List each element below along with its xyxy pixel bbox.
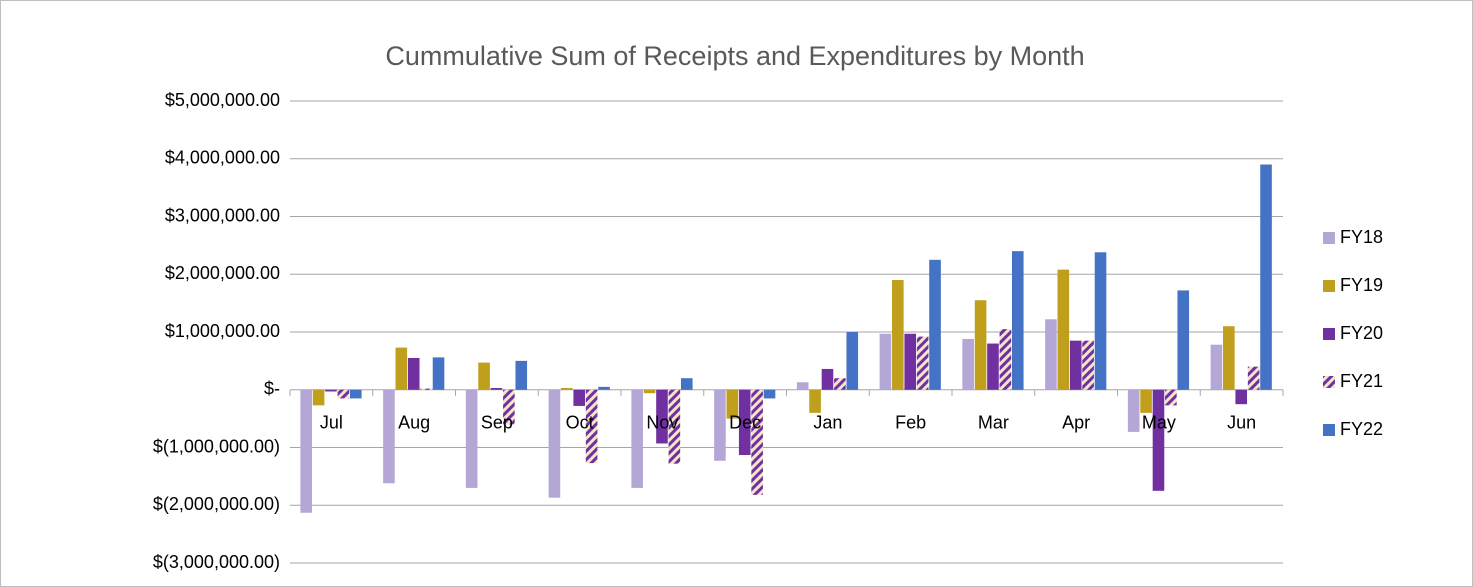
bar	[1082, 340, 1094, 390]
y-tick-label: $(2,000,000.00)	[153, 494, 280, 514]
x-tick-label: Jul	[320, 413, 343, 433]
bar	[1011, 251, 1024, 390]
bar	[1152, 389, 1165, 491]
bar	[478, 362, 490, 390]
x-tick-label: Apr	[1062, 413, 1090, 433]
bar	[999, 329, 1012, 390]
bar	[821, 368, 834, 390]
y-tick-label: $1,000,000.00	[165, 321, 280, 341]
bar	[929, 259, 941, 390]
bar	[962, 338, 974, 390]
bar	[726, 389, 739, 419]
bar	[714, 389, 726, 461]
bar	[300, 389, 312, 513]
bar	[490, 388, 503, 390]
y-tick-label: $2,000,000.00	[165, 263, 280, 283]
legend-swatch	[1323, 232, 1335, 244]
legend-label: FY22	[1340, 419, 1383, 439]
bar	[548, 389, 561, 498]
bar	[643, 389, 656, 394]
bar	[763, 389, 776, 399]
bar	[1094, 252, 1107, 390]
x-tick-label: Feb	[895, 413, 926, 433]
bar	[1247, 366, 1260, 390]
bar	[1127, 389, 1140, 432]
bar	[420, 388, 432, 390]
legend-label: FY19	[1340, 275, 1383, 295]
bar	[796, 382, 809, 390]
bar	[1140, 389, 1152, 413]
bar	[987, 343, 999, 390]
legend-swatch	[1323, 280, 1335, 292]
x-tick-label: Mar	[978, 413, 1009, 433]
bar	[974, 300, 987, 390]
legend-label: FY18	[1340, 227, 1383, 247]
bar	[407, 357, 420, 390]
bar	[383, 389, 395, 484]
bar	[656, 389, 668, 444]
x-tick-label: May	[1142, 413, 1176, 433]
legend-swatch	[1323, 328, 1335, 340]
bar	[1223, 326, 1235, 390]
bar	[631, 389, 643, 488]
bar	[879, 333, 892, 390]
legend-swatch	[1323, 376, 1335, 388]
y-tick-label: $(3,000,000.00)	[153, 552, 280, 572]
bar	[432, 357, 445, 390]
bar	[1045, 319, 1057, 390]
bar	[834, 378, 846, 390]
bar	[1165, 389, 1177, 406]
y-tick-label: $(1,000,000.00)	[153, 436, 280, 456]
bar	[325, 389, 337, 392]
x-tick-label: Jan	[813, 413, 842, 433]
bar	[585, 389, 598, 464]
y-tick-label: $3,000,000.00	[165, 205, 280, 225]
bar	[337, 389, 350, 399]
bar	[751, 389, 763, 495]
legend-swatch	[1323, 424, 1335, 436]
bar	[1177, 290, 1190, 390]
x-tick-label: Dec	[729, 413, 761, 433]
x-tick-label: Nov	[646, 413, 678, 433]
bar	[892, 280, 904, 390]
bar	[846, 332, 859, 390]
bar	[561, 388, 573, 390]
bar	[312, 389, 325, 406]
bar	[680, 378, 693, 390]
bar	[573, 389, 586, 406]
bar	[1057, 269, 1070, 390]
chart-title: Cummulative Sum of Receipts and Expendit…	[385, 41, 1084, 71]
x-tick-label: Aug	[398, 413, 430, 433]
bar	[668, 389, 681, 464]
bar	[598, 386, 610, 390]
bar	[395, 347, 408, 390]
bar	[1210, 344, 1223, 390]
x-tick-label: Jun	[1227, 413, 1256, 433]
legend-label: FY20	[1340, 323, 1383, 343]
legend-label: FY21	[1340, 371, 1383, 391]
bar	[503, 389, 515, 425]
bar	[1235, 389, 1248, 405]
x-tick-label: Sep	[481, 413, 513, 433]
bar	[349, 389, 362, 399]
bar	[809, 389, 821, 413]
bar	[1260, 164, 1272, 390]
y-tick-label: $-	[264, 379, 280, 399]
bar	[465, 389, 478, 488]
y-tick-label: $5,000,000.00	[165, 90, 280, 110]
bar	[515, 360, 528, 390]
bar	[1069, 340, 1082, 390]
x-tick-label: Oct	[566, 413, 594, 433]
bar	[738, 389, 751, 456]
y-tick-label: $4,000,000.00	[165, 148, 280, 168]
bar	[904, 333, 917, 390]
bar	[916, 336, 929, 390]
